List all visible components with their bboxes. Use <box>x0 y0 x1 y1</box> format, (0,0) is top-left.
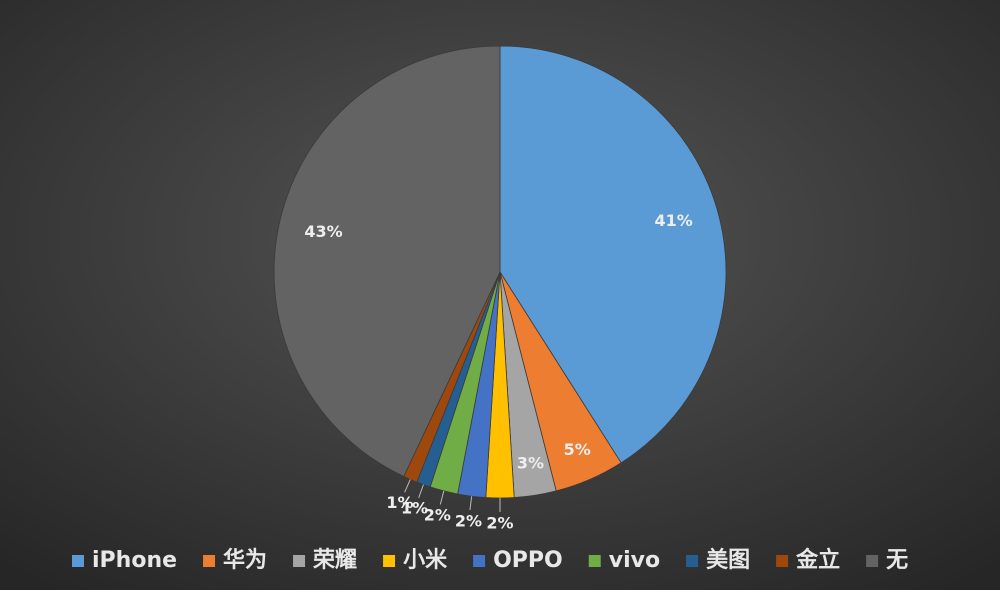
legend-swatch <box>293 555 306 567</box>
leader-line <box>439 490 445 505</box>
data-label: 2% <box>486 514 513 533</box>
legend-swatch <box>72 555 84 567</box>
pie-slice <box>499 45 727 464</box>
legend-label: vivo <box>609 548 660 573</box>
legend-label: OPPO <box>493 548 563 573</box>
pie-slice <box>273 45 501 478</box>
leader-line <box>469 496 473 511</box>
data-label: 2% <box>455 512 482 531</box>
legend-swatch <box>473 555 486 567</box>
legend-label: 美图 <box>706 547 750 573</box>
legend-swatch <box>776 555 789 567</box>
legend-label: 无 <box>886 548 908 573</box>
leader-line <box>404 479 411 493</box>
leader-line <box>418 484 424 498</box>
data-label: 43% <box>304 222 342 241</box>
data-label: 1% <box>386 493 413 512</box>
legend-label: 金立 <box>795 547 840 573</box>
legend-label: 华为 <box>223 547 267 573</box>
legend-swatch <box>383 555 396 567</box>
data-label: 3% <box>517 453 544 472</box>
data-label: 41% <box>654 211 692 230</box>
legend-label: 荣耀 <box>312 547 357 573</box>
legend-label: 小米 <box>403 548 448 573</box>
legend-swatch <box>866 555 879 567</box>
legend-label: iPhone <box>92 548 177 573</box>
data-label: 5% <box>564 440 591 459</box>
data-label: 2% <box>424 506 451 525</box>
legend-swatch <box>203 555 216 567</box>
data-label: 1% <box>401 499 428 518</box>
legend-swatch <box>686 555 699 567</box>
legend-swatch <box>588 555 601 567</box>
